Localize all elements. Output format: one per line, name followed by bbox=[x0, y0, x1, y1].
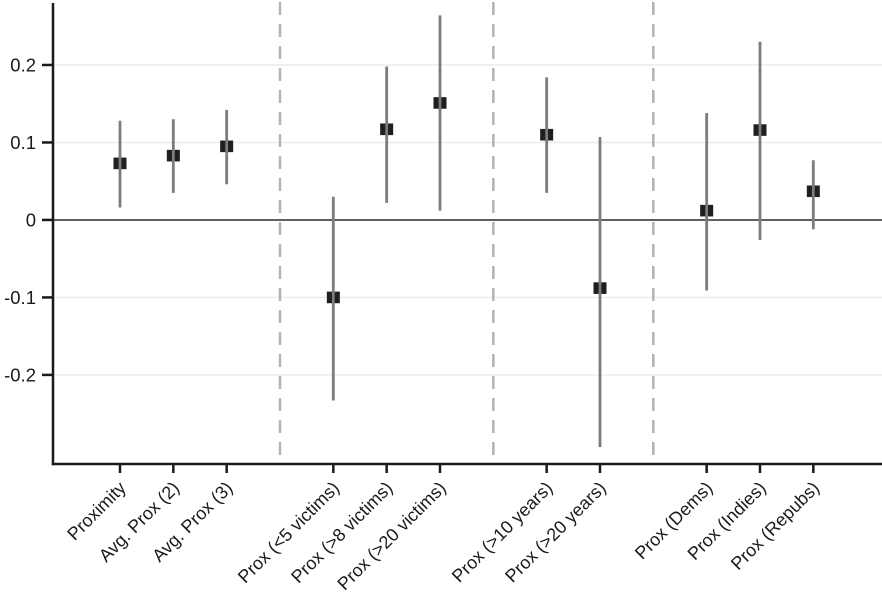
y-tick-label: -0.2 bbox=[4, 364, 36, 385]
y-tick-label: -0.1 bbox=[4, 287, 36, 308]
y-tick-label: 0 bbox=[26, 209, 36, 230]
y-tick-label: 0.1 bbox=[10, 132, 36, 153]
y-tick-label: 0.2 bbox=[10, 54, 36, 75]
